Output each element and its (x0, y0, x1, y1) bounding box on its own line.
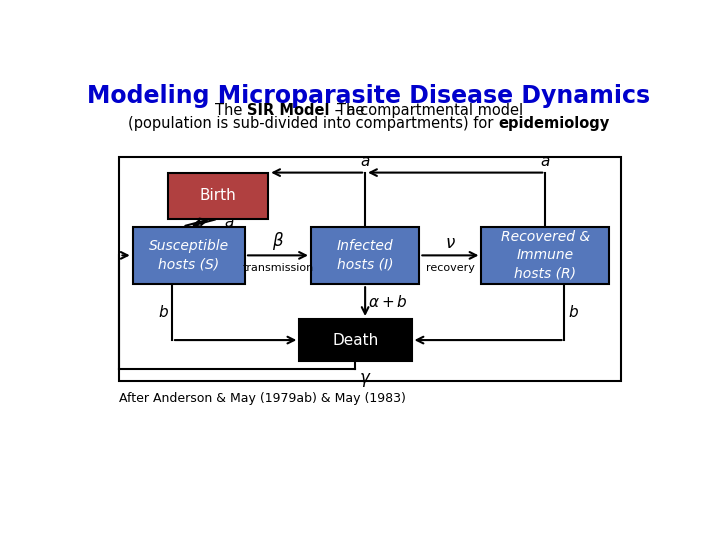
Text: – a compartmental model: – a compartmental model (330, 103, 523, 118)
Text: SIR Model: SIR Model (247, 103, 330, 118)
Text: Infected
hosts (I): Infected hosts (I) (337, 239, 393, 272)
Text: a: a (361, 154, 370, 168)
Text: The – a compartmental model: The – a compartmental model (258, 103, 480, 118)
Text: $\beta$: $\beta$ (272, 230, 284, 252)
Text: a: a (541, 154, 550, 168)
FancyBboxPatch shape (482, 226, 609, 284)
Text: Modeling Microparasite Disease Dynamics: Modeling Microparasite Disease Dynamics (87, 84, 651, 108)
Text: recovery: recovery (426, 263, 474, 273)
Text: After Anderson & May (1979ab) & May (1983): After Anderson & May (1979ab) & May (198… (120, 392, 406, 405)
FancyBboxPatch shape (311, 226, 419, 284)
Text: $\gamma$: $\gamma$ (359, 372, 372, 389)
Text: Death: Death (333, 333, 379, 348)
FancyBboxPatch shape (300, 319, 412, 361)
Text: $\alpha + b$: $\alpha + b$ (368, 294, 408, 309)
Text: $\nu$: $\nu$ (445, 233, 456, 252)
FancyBboxPatch shape (132, 226, 245, 284)
Text: The: The (215, 103, 247, 118)
Text: (population is sub-divided into compartments) for: (population is sub-divided into compartm… (128, 116, 498, 131)
Text: Birth: Birth (199, 188, 236, 203)
FancyBboxPatch shape (168, 173, 269, 219)
Text: The: The (337, 103, 369, 118)
Text: Recovered &
Immune
hosts (R): Recovered & Immune hosts (R) (500, 230, 590, 281)
Text: Susceptible
hosts (S): Susceptible hosts (S) (149, 239, 229, 272)
Text: b: b (158, 305, 168, 320)
Text: b: b (568, 305, 578, 320)
Text: a: a (224, 215, 233, 230)
Text: epidemiology: epidemiology (498, 116, 610, 131)
Text: transmission: transmission (243, 263, 314, 273)
